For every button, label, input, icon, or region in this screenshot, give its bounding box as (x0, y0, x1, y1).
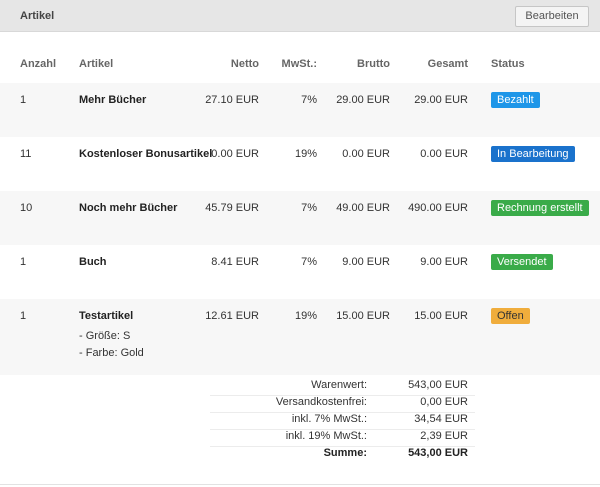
panel-title: Artikel (20, 10, 55, 22)
row-gross: 49.00 EUR (336, 202, 390, 214)
summary-label: Versandkostenfrei: (275, 396, 367, 408)
row-vat: 7% (301, 256, 317, 268)
row-total: 15.00 EUR (414, 310, 468, 322)
column-header-item: Artikel (79, 58, 114, 70)
column-header-vat: MwSt.: (281, 58, 317, 70)
column-header-status: Status (491, 58, 525, 70)
row-vat: 7% (301, 202, 317, 214)
table-row: 1 Mehr Bücher 27.10 EUR 7% 29.00 EUR 29.… (0, 83, 600, 137)
row-qty: 10 (20, 202, 33, 214)
row-qty: 1 (20, 310, 27, 322)
summary-row-total: Summe: 543,00 EUR (0, 447, 600, 464)
column-header-gross: Brutto (357, 58, 390, 70)
variant-color: - Farbe: Gold (79, 347, 144, 359)
summary-value: 543,00 EUR (408, 379, 468, 391)
table-row: 1 Buch 8.41 EUR 7% 9.00 EUR 9.00 EUR Ver… (0, 245, 600, 299)
column-header-total: Gesamt (427, 58, 468, 70)
status-badge: Offen (491, 308, 530, 324)
status-badge: Bezahlt (491, 92, 540, 108)
status-badge: Rechnung erstellt (491, 200, 589, 216)
row-item-name: Noch mehr Bücher (79, 202, 178, 214)
row-gross: 29.00 EUR (336, 94, 390, 106)
edit-button[interactable]: Bearbeiten (515, 6, 589, 27)
row-net: 45.79 EUR (205, 202, 259, 214)
row-vat: 19% (294, 310, 317, 322)
summary-label: Warenwert: (311, 379, 367, 391)
summary-row-goods-value: Warenwert: 543,00 EUR (0, 379, 600, 396)
row-net: 8.41 EUR (211, 256, 259, 268)
table-row: 10 Noch mehr Bücher 45.79 EUR 7% 49.00 E… (0, 191, 600, 245)
status-badge: In Bearbeitung (491, 146, 575, 162)
summary-value: 543,00 EUR (408, 447, 468, 459)
row-item-name: Kostenloser Bonusartikel (79, 148, 213, 160)
summary-label: inkl. 19% MwSt.: (285, 430, 367, 442)
summary-value: 0,00 EUR (420, 396, 468, 408)
summary-divider (210, 395, 475, 396)
row-net: 27.10 EUR (205, 94, 259, 106)
summary-row-vat-7: inkl. 7% MwSt.: 34,54 EUR (0, 413, 600, 430)
column-header-net: Netto (230, 58, 259, 70)
row-qty: 1 (20, 94, 27, 106)
summary-divider (210, 446, 475, 447)
summary-divider (210, 429, 475, 430)
summary-label: inkl. 7% MwSt.: (291, 413, 367, 425)
row-total: 29.00 EUR (414, 94, 468, 106)
row-vat: 19% (294, 148, 317, 160)
bottom-divider (0, 484, 600, 485)
summary-value: 2,39 EUR (420, 430, 468, 442)
table-row: 11 Kostenloser Bonusartikel 0.00 EUR 19%… (0, 137, 600, 191)
row-vat: 7% (301, 94, 317, 106)
row-gross: 9.00 EUR (342, 256, 390, 268)
row-item-name: Mehr Bücher (79, 94, 147, 106)
table-row: 1 Testartikel 12.61 EUR 19% 15.00 EUR 15… (0, 299, 600, 375)
summary-divider (210, 412, 475, 413)
variant-size: - Größe: S (79, 330, 131, 342)
row-net: 12.61 EUR (205, 310, 259, 322)
row-net: 0.00 EUR (211, 148, 259, 160)
summary-label: Summe: (323, 447, 367, 459)
row-total: 9.00 EUR (420, 256, 468, 268)
row-total: 490.00 EUR (408, 202, 468, 214)
table-header: Anzahl Artikel Netto MwSt.: Brutto Gesam… (0, 52, 600, 76)
row-gross: 0.00 EUR (342, 148, 390, 160)
column-header-qty: Anzahl (20, 58, 57, 70)
panel-header: Artikel Bearbeiten (0, 0, 600, 32)
row-total: 0.00 EUR (420, 148, 468, 160)
row-item-name: Buch (79, 256, 107, 268)
row-gross: 15.00 EUR (336, 310, 390, 322)
summary-row-vat-19: inkl. 19% MwSt.: 2,39 EUR (0, 430, 600, 447)
row-item-name: Testartikel (79, 310, 134, 322)
summary-row-shipping: Versandkostenfrei: 0,00 EUR (0, 396, 600, 413)
row-qty: 1 (20, 256, 27, 268)
summary-value: 34,54 EUR (414, 413, 468, 425)
status-badge: Versendet (491, 254, 553, 270)
row-qty: 11 (20, 148, 32, 160)
